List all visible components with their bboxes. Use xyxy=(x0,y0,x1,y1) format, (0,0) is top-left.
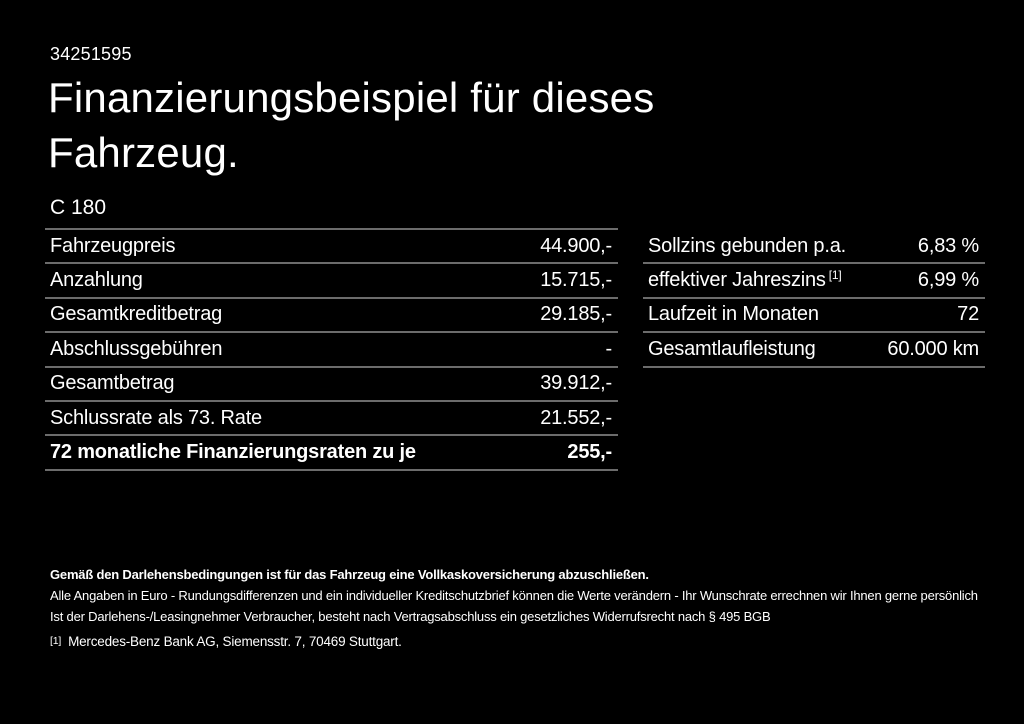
table-row-gesamtkreditbetrag: Gesamtkreditbetrag 29.185,- xyxy=(45,299,618,334)
row-label: Gesamtbetrag xyxy=(50,372,175,395)
row-label: Gesamtkreditbetrag xyxy=(50,303,223,326)
table-row-fahrzeugpreis: Fahrzeugpreis 44.900,- xyxy=(45,230,618,265)
row-value: 21.552,- xyxy=(540,406,612,429)
table-row-anzahlung: Anzahlung 15.715,- xyxy=(45,264,618,299)
row-value: - xyxy=(605,337,613,360)
insurance-note: Gemäß den Darlehensbedingungen ist für d… xyxy=(50,567,649,582)
row-label: Abschlussgebühren xyxy=(50,337,223,360)
table-row-sollzins: Sollzins gebunden p.a. 6,83 % xyxy=(643,230,985,265)
row-value: 72 xyxy=(957,303,979,326)
vehicle-id: 34251595 xyxy=(50,44,132,64)
table-row-gesamtbetrag: Gesamtbetrag 39.912,- xyxy=(45,368,618,402)
row-label: Gesamtlaufleistung xyxy=(648,337,816,360)
row-label: Schlussrate als 73. Rate xyxy=(50,406,262,429)
table-row-gesamtlaufleistung: Gesamtlaufleistung 60.000 km xyxy=(643,333,985,368)
row-value: 39.912,- xyxy=(540,372,612,395)
row-label: 72 monatliche Finanzierungsraten zu je xyxy=(50,441,416,464)
footnote-reference: [1] xyxy=(828,268,842,283)
table-row-schlussrate: Schlussrate als 73. Rate 21.552,- xyxy=(45,402,618,437)
table-row-laufzeit: Laufzeit in Monaten 72 xyxy=(643,299,985,334)
row-value: 6,83 % xyxy=(917,234,979,257)
footnote-text: Mercedes-Benz Bank AG, Siemensstr. 7, 70… xyxy=(68,634,402,649)
row-value: 29.185,- xyxy=(540,303,612,326)
row-value: 6,99 % xyxy=(917,269,979,292)
row-label: Laufzeit in Monaten xyxy=(648,303,819,326)
footer-disclaimer-block: Gemäß den Darlehensbedingungen ist für d… xyxy=(50,564,978,627)
footnote-marker: [1] xyxy=(50,635,62,647)
disclaimer-line-1: Alle Angaben in Euro - Rundungsdifferenz… xyxy=(50,588,978,603)
row-value: 44.900,- xyxy=(540,234,612,257)
page-title: Finanzierungsbeispiel für dieses Fahrzeu… xyxy=(48,74,655,176)
financing-amounts-table: Fahrzeugpreis 44.900,- Anzahlung 15.715,… xyxy=(45,228,618,471)
row-value: 255,- xyxy=(567,441,612,464)
vehicle-model: C 180 xyxy=(50,196,107,219)
row-label: effektiver Jahreszins [1] xyxy=(648,268,842,292)
footnote: [1] Mercedes-Benz Bank AG, Siemensstr. 7,… xyxy=(50,634,402,649)
row-label: Anzahlung xyxy=(50,269,143,292)
financing-conditions-table: Sollzins gebunden p.a. 6,83 % effektiver… xyxy=(643,230,985,368)
table-row-abschlussgebuehren: Abschlussgebühren - xyxy=(45,333,618,368)
row-value: 15.715,- xyxy=(540,269,612,292)
table-row-monatsrate: 72 monatliche Finanzierungsraten zu je 2… xyxy=(45,436,618,471)
disclaimer-line-2: Ist der Darlehens-/Leasingnehmer Verbrau… xyxy=(50,609,771,624)
table-row-effektiver-jahreszins: effektiver Jahreszins [1] 6,99 % xyxy=(643,264,985,299)
row-label: Sollzins gebunden p.a. xyxy=(648,234,846,257)
row-label: Fahrzeugpreis xyxy=(50,234,176,257)
row-value: 60.000 km xyxy=(887,337,979,360)
